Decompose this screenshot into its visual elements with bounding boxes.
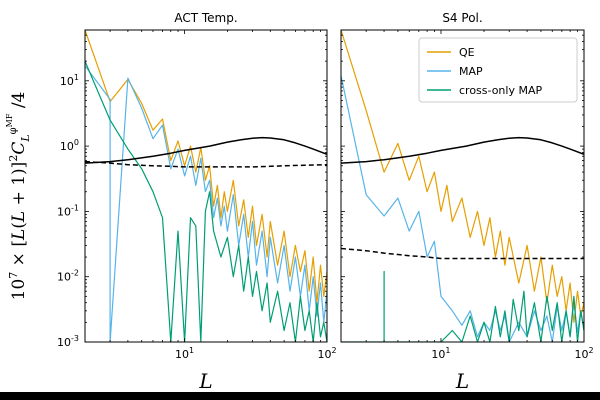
y-tick-label: 10-3 (57, 334, 79, 349)
qe-line (341, 30, 584, 323)
panel-title: S4 Pol. (442, 11, 482, 25)
cross-only-map-line (85, 60, 327, 342)
cross-only-map-line (341, 270, 584, 342)
x-ticks: 101 102 (340, 30, 594, 361)
legend-label: cross-only MAP (459, 84, 542, 97)
reference-dashed-line (341, 247, 584, 260)
y-tick-label: 10-1 (57, 203, 79, 218)
y-tick-label: 100 (60, 138, 79, 153)
legend-box (418, 37, 578, 103)
panel-title: ACT Temp. (174, 11, 237, 25)
y-ticks: 10-3 10-2 10-1 100 101 (57, 29, 327, 349)
x-tick-label: 102 (317, 346, 336, 361)
x-axis-label: L (455, 369, 469, 393)
x-tick-label: 102 (574, 346, 593, 361)
y-axis-label: 107 × [L(L + 1)]2CLφMF /4 (5, 92, 32, 301)
reference-solid-line (85, 136, 327, 164)
legend-label: QE (459, 46, 475, 59)
legend: QE MAP cross-only MAP (418, 37, 578, 103)
x-axis-label: L (198, 369, 212, 393)
x-tick-label: 101 (175, 346, 194, 361)
panel-s4-pol: S4 Pol. 101 102 L QE MAP cross-only MAP (340, 11, 594, 393)
y-tick-label: 10-2 (57, 269, 79, 284)
qe-line (85, 30, 327, 304)
plot-frame (84, 29, 328, 343)
series-group (85, 30, 327, 342)
plot-frame (340, 29, 585, 343)
x-tick-label: 101 (431, 346, 450, 361)
y-axis-label-text: 107 × [L(L + 1)]2CLφMF /4 (5, 92, 32, 301)
plot-area (85, 30, 327, 342)
x-ticks: 101 102 (84, 30, 337, 361)
reference-solid-line (341, 136, 584, 164)
reference-dashed-line (85, 160, 327, 168)
y-tick-label: 101 (60, 73, 79, 88)
panel-act-temp: ACT Temp. 10-3 10-2 10-1 100 101 101 102 L (57, 11, 337, 393)
series-group (341, 30, 584, 342)
legend-label: MAP (459, 65, 483, 78)
